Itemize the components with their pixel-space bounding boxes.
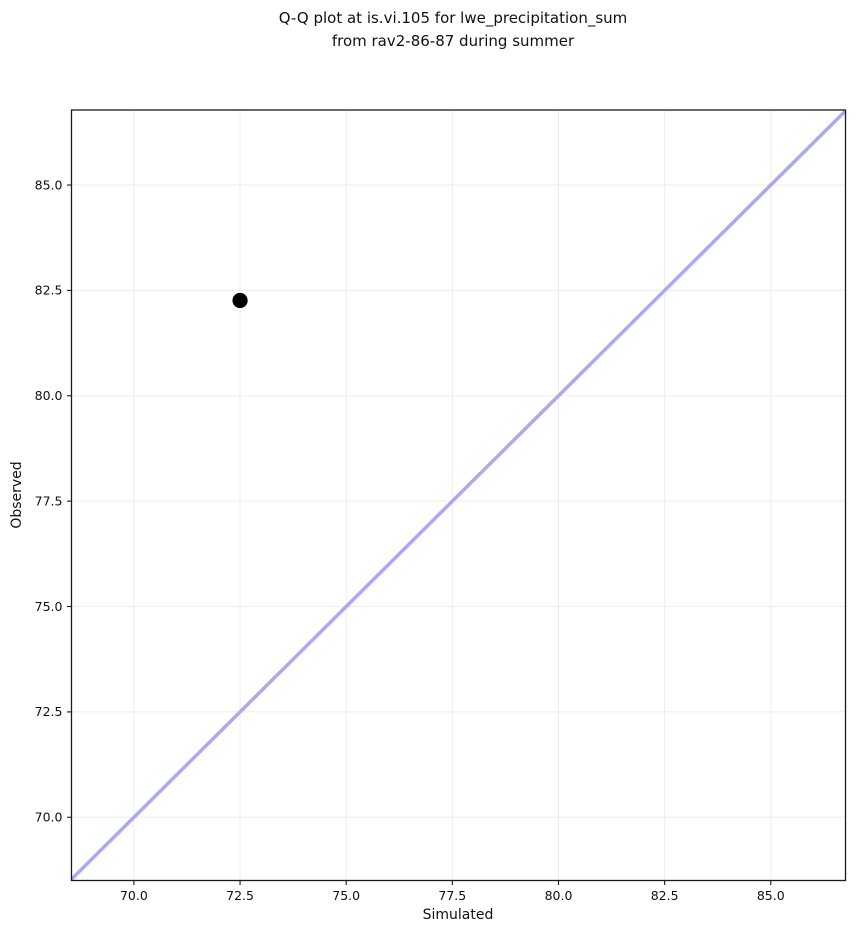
chart-title-line2: from rav2-86-87 during summer [331,32,575,50]
y-tick-label: 80.0 [35,388,63,403]
y-tick-label: 70.0 [35,810,63,825]
chart-title: Q-Q plot at is.vi.105 for lwe_precipitat… [279,7,628,53]
identity-reference-line [70,109,847,881]
y-tick-label: 75.0 [35,599,63,614]
x-tick-label: 70.0 [120,888,148,903]
chart-title-line1: Q-Q plot at is.vi.105 for lwe_precipitat… [278,9,628,27]
x-tick-label: 82.5 [651,888,679,903]
y-tick-label: 85.0 [35,177,63,192]
x-axis-label: Simulated [422,907,494,923]
plot-border [70,109,847,882]
x-tick-label: 85.0 [757,888,785,903]
x-tick-label: 72.5 [226,888,254,903]
x-tick-label: 80.0 [545,888,573,903]
x-tick-label: 77.5 [438,888,466,903]
y-tick-label: 82.5 [35,283,63,298]
y-tick-label: 72.5 [35,704,63,719]
x-tick-label: 75.0 [332,888,360,903]
y-axis-label: Observed [9,461,25,529]
data-point [232,292,248,309]
y-tick-label: 77.5 [35,493,63,508]
